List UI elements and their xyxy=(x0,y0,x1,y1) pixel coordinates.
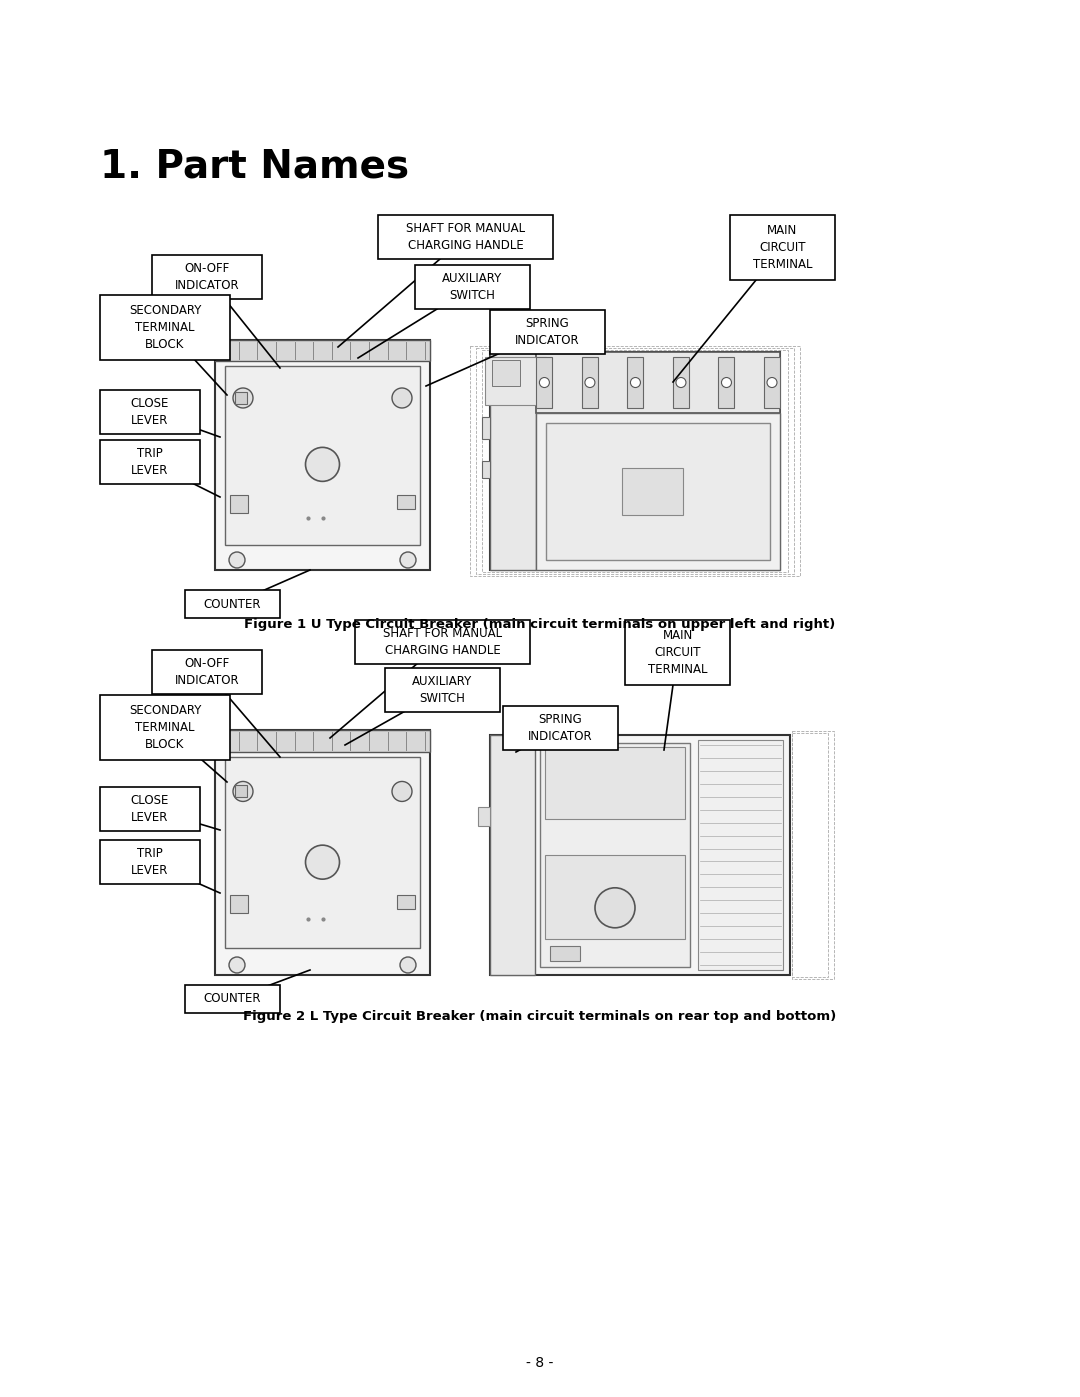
Bar xyxy=(397,894,415,908)
Text: CLOSE
LEVER: CLOSE LEVER xyxy=(131,397,170,427)
Bar xyxy=(230,495,248,513)
Text: 1. Part Names: 1. Part Names xyxy=(100,148,409,186)
Bar xyxy=(540,743,690,967)
Circle shape xyxy=(539,377,550,387)
Text: COUNTER: COUNTER xyxy=(204,992,261,1006)
Bar xyxy=(100,694,230,760)
Bar xyxy=(215,339,430,360)
Circle shape xyxy=(306,447,339,482)
Bar xyxy=(152,256,262,299)
Bar xyxy=(476,348,794,574)
Bar xyxy=(537,414,780,570)
Bar xyxy=(100,295,230,360)
Circle shape xyxy=(595,888,635,928)
Bar xyxy=(792,732,834,979)
Text: SPRING
INDICATOR: SPRING INDICATOR xyxy=(515,317,580,346)
Circle shape xyxy=(400,552,416,569)
Text: TRIP
LEVER: TRIP LEVER xyxy=(132,847,168,877)
Bar xyxy=(718,358,734,408)
Bar xyxy=(622,468,683,515)
Bar xyxy=(100,390,200,434)
Text: TRIP
LEVER: TRIP LEVER xyxy=(132,447,168,476)
Bar xyxy=(482,461,490,478)
Circle shape xyxy=(631,377,640,387)
Text: ON-OFF
INDICATOR: ON-OFF INDICATOR xyxy=(175,657,240,687)
Bar xyxy=(478,807,490,826)
Bar xyxy=(225,366,420,545)
Bar xyxy=(152,650,262,694)
Bar xyxy=(698,740,783,970)
Bar xyxy=(100,840,200,884)
Bar xyxy=(470,346,800,576)
Circle shape xyxy=(229,552,245,569)
Text: SECONDARY
TERMINAL
BLOCK: SECONDARY TERMINAL BLOCK xyxy=(129,305,201,351)
Text: SPRING
INDICATOR: SPRING INDICATOR xyxy=(528,712,593,743)
Bar xyxy=(490,352,537,570)
Text: AUXILIARY
SWITCH: AUXILIARY SWITCH xyxy=(413,675,473,705)
Bar xyxy=(503,705,618,750)
Bar xyxy=(492,360,519,386)
Bar xyxy=(673,358,689,408)
Circle shape xyxy=(721,377,731,387)
Bar xyxy=(485,358,546,405)
Bar xyxy=(215,339,430,570)
Text: CLOSE
LEVER: CLOSE LEVER xyxy=(131,793,170,824)
Bar xyxy=(627,358,644,408)
Circle shape xyxy=(392,781,411,802)
Bar xyxy=(764,358,780,408)
Circle shape xyxy=(676,377,686,387)
Bar xyxy=(235,393,247,404)
Bar xyxy=(490,735,789,975)
Text: - 8 -: - 8 - xyxy=(526,1356,554,1370)
Text: SHAFT FOR MANUAL
CHARGING HANDLE: SHAFT FOR MANUAL CHARGING HANDLE xyxy=(383,627,502,657)
Text: Figure 1 U Type Circuit Breaker (main circuit terminals on upper left and right): Figure 1 U Type Circuit Breaker (main ci… xyxy=(244,617,836,631)
Bar xyxy=(490,735,535,975)
Bar xyxy=(185,590,280,617)
Bar xyxy=(546,423,770,560)
Circle shape xyxy=(400,957,416,972)
Text: MAIN
CIRCUIT
TERMINAL: MAIN CIRCUIT TERMINAL xyxy=(753,224,812,271)
Bar xyxy=(215,731,430,975)
Circle shape xyxy=(585,377,595,387)
Text: COUNTER: COUNTER xyxy=(204,598,261,610)
Circle shape xyxy=(233,781,253,802)
Bar xyxy=(397,495,415,509)
Text: SECONDARY
TERMINAL
BLOCK: SECONDARY TERMINAL BLOCK xyxy=(129,704,201,752)
Bar xyxy=(378,215,553,258)
Bar xyxy=(482,349,788,573)
Bar xyxy=(355,620,530,664)
Circle shape xyxy=(767,377,777,387)
Circle shape xyxy=(229,957,245,972)
Bar xyxy=(550,946,580,961)
Bar xyxy=(582,358,598,408)
Bar xyxy=(100,440,200,483)
Bar xyxy=(490,352,780,570)
Bar xyxy=(482,418,490,439)
Bar xyxy=(185,985,280,1013)
Bar xyxy=(545,855,685,939)
Bar xyxy=(537,358,552,408)
Circle shape xyxy=(306,845,339,879)
Bar xyxy=(415,265,530,309)
Text: ON-OFF
INDICATOR: ON-OFF INDICATOR xyxy=(175,263,240,292)
Text: MAIN
CIRCUIT
TERMINAL: MAIN CIRCUIT TERMINAL xyxy=(648,629,707,676)
Text: Figure 2 L Type Circuit Breaker (main circuit terminals on rear top and bottom): Figure 2 L Type Circuit Breaker (main ci… xyxy=(243,1010,837,1023)
Text: AUXILIARY
SWITCH: AUXILIARY SWITCH xyxy=(443,272,502,302)
Bar xyxy=(100,787,200,831)
Bar xyxy=(215,731,430,752)
Bar xyxy=(384,668,500,712)
Bar xyxy=(545,747,685,819)
Bar xyxy=(730,215,835,279)
Bar xyxy=(490,310,605,353)
Bar xyxy=(225,757,420,949)
Bar xyxy=(537,352,780,414)
Text: SHAFT FOR MANUAL
CHARGING HANDLE: SHAFT FOR MANUAL CHARGING HANDLE xyxy=(406,222,525,251)
Bar xyxy=(792,733,828,977)
Bar xyxy=(230,894,248,912)
Circle shape xyxy=(392,388,411,408)
Bar xyxy=(235,785,247,798)
Circle shape xyxy=(233,388,253,408)
Bar xyxy=(625,620,730,685)
